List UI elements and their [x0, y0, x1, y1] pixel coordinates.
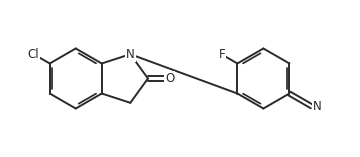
Text: Cl: Cl — [28, 48, 39, 61]
Text: N: N — [126, 48, 135, 61]
Text: N: N — [313, 100, 321, 113]
Text: F: F — [219, 48, 226, 61]
Text: O: O — [165, 72, 174, 85]
